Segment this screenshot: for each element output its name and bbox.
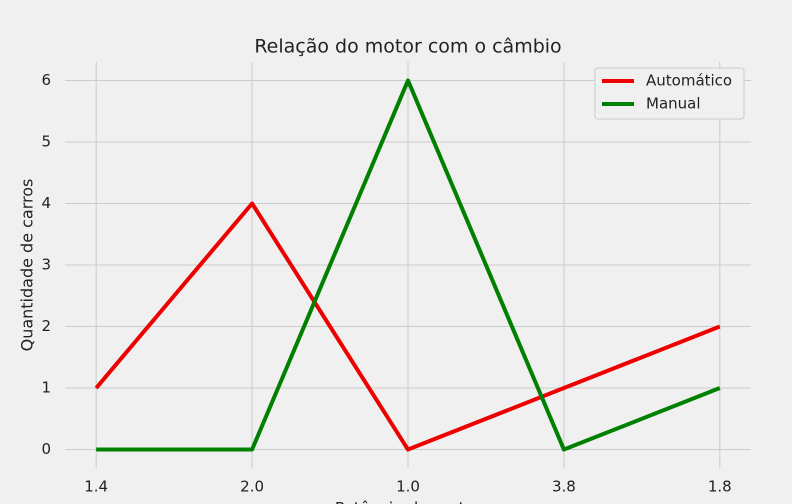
line-series [94, 201, 721, 452]
y-tick-label: 1 [41, 379, 51, 397]
x-axis-label: Potência do motor [335, 499, 482, 504]
legend-label: Manual [646, 95, 701, 113]
x-tick-label: 1.0 [396, 478, 420, 496]
y-tick-label: 0 [41, 440, 51, 458]
chart-title: Relação do motor com o câmbio [254, 36, 561, 58]
y-tick-label: 5 [41, 132, 51, 150]
legend-label: Automático [646, 72, 732, 90]
y-tick-label: 6 [41, 71, 51, 89]
x-tick-label: 2.0 [240, 478, 264, 496]
y-tick-label: 2 [41, 317, 51, 335]
x-tick-label: 1.8 [708, 478, 732, 496]
x-tick-label: 1.4 [84, 478, 108, 496]
line-series [96, 78, 721, 452]
y-axis-label: Quantidade de carros [18, 179, 37, 352]
y-tick-label: 3 [41, 256, 51, 274]
y-tick-label: 4 [41, 194, 51, 212]
x-tick-label: 3.8 [552, 478, 576, 496]
